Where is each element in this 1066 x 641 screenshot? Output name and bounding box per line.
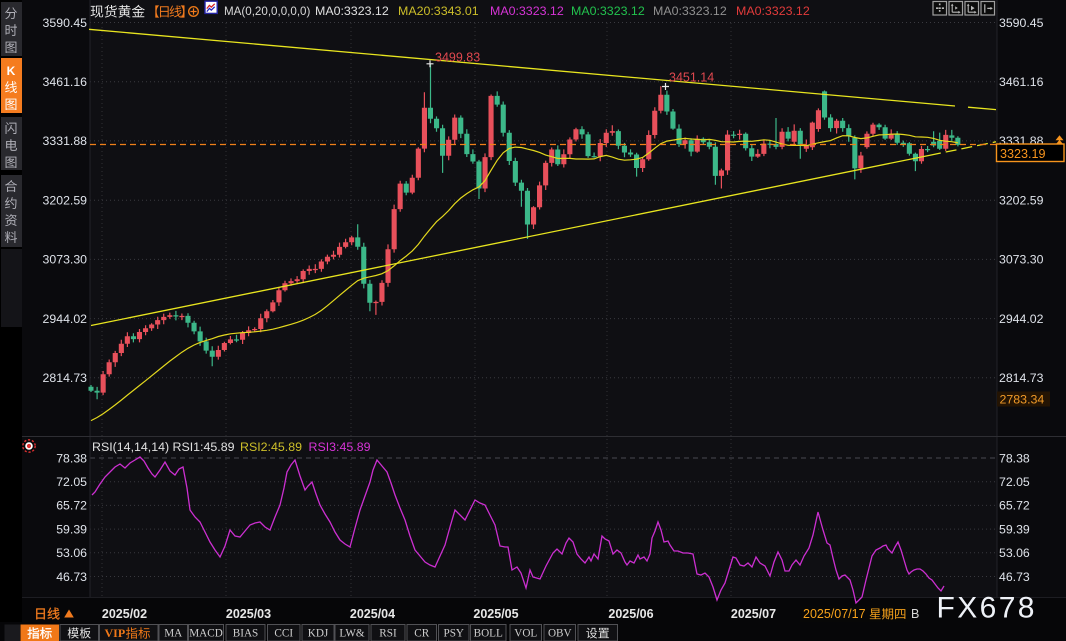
svg-text:RSI2:45.89: RSI2:45.89 bbox=[240, 440, 302, 454]
svg-text:MA20:3343.01: MA20:3343.01 bbox=[398, 4, 479, 18]
svg-text:59.39: 59.39 bbox=[56, 522, 87, 536]
svg-text:46.73: 46.73 bbox=[999, 570, 1030, 584]
svg-text:CR: CR bbox=[414, 628, 429, 640]
svg-text:59.39: 59.39 bbox=[999, 522, 1030, 536]
svg-text:2783.34: 2783.34 bbox=[1000, 393, 1045, 407]
svg-text:2025/07/17: 2025/07/17 bbox=[803, 607, 866, 621]
svg-text:MA0:3323.12: MA0:3323.12 bbox=[736, 4, 810, 18]
svg-text:65.72: 65.72 bbox=[56, 499, 87, 513]
svg-text:RSI3:45.89: RSI3:45.89 bbox=[309, 440, 371, 454]
svg-text:3461.16: 3461.16 bbox=[999, 75, 1044, 89]
svg-text:PSY: PSY bbox=[443, 628, 464, 640]
svg-text:RSI(14,14,14): RSI(14,14,14) bbox=[92, 440, 169, 454]
svg-text:FX678: FX678 bbox=[937, 592, 1037, 625]
svg-text:2025/05: 2025/05 bbox=[473, 607, 518, 621]
svg-text:KDJ: KDJ bbox=[308, 628, 329, 640]
svg-text:2025/06: 2025/06 bbox=[608, 607, 653, 621]
svg-text:78.38: 78.38 bbox=[999, 451, 1030, 465]
svg-text:72.05: 72.05 bbox=[56, 475, 87, 489]
svg-text:2814.73: 2814.73 bbox=[43, 371, 88, 385]
svg-text:MA0:3323.12: MA0:3323.12 bbox=[653, 4, 727, 18]
svg-text:2814.73: 2814.73 bbox=[999, 371, 1044, 385]
svg-text:3461.16: 3461.16 bbox=[43, 75, 88, 89]
svg-text:BOLL: BOLL bbox=[474, 628, 503, 640]
svg-text:46.73: 46.73 bbox=[56, 570, 87, 584]
svg-text:MA: MA bbox=[164, 628, 182, 640]
svg-text:2025/03: 2025/03 bbox=[226, 607, 271, 621]
svg-text:VIP: VIP bbox=[105, 626, 126, 640]
svg-text:B: B bbox=[911, 607, 919, 621]
svg-text:RSI: RSI bbox=[379, 628, 397, 640]
svg-text:CCI: CCI bbox=[274, 628, 293, 640]
svg-text:3499.83: 3499.83 bbox=[435, 51, 480, 65]
svg-text:MA(0,20,0,0,0,0): MA(0,20,0,0,0,0) bbox=[224, 5, 310, 18]
svg-text:LW&: LW& bbox=[339, 628, 365, 640]
svg-text:MACD: MACD bbox=[189, 628, 223, 640]
svg-text:3202.59: 3202.59 bbox=[43, 193, 88, 207]
svg-text:53.06: 53.06 bbox=[999, 546, 1030, 560]
svg-text:K: K bbox=[7, 64, 16, 78]
svg-text:2025/07: 2025/07 bbox=[731, 607, 776, 621]
svg-text:VOL: VOL bbox=[514, 628, 537, 640]
svg-text:3590.45: 3590.45 bbox=[999, 16, 1044, 30]
svg-text:53.06: 53.06 bbox=[56, 546, 87, 560]
svg-text:MA0:3323.12: MA0:3323.12 bbox=[315, 4, 389, 18]
svg-text:3451.14: 3451.14 bbox=[669, 71, 714, 85]
svg-text:3202.59: 3202.59 bbox=[999, 193, 1044, 207]
svg-text:MA0:3323.12: MA0:3323.12 bbox=[571, 4, 645, 18]
svg-text:3323.19: 3323.19 bbox=[1000, 147, 1046, 161]
svg-text:BIAS: BIAS bbox=[233, 628, 259, 640]
svg-text:2025/04: 2025/04 bbox=[350, 607, 395, 621]
svg-text:3331.88: 3331.88 bbox=[43, 134, 88, 148]
svg-text:RSI1:45.89: RSI1:45.89 bbox=[173, 440, 235, 454]
svg-text:MA0:3323.12: MA0:3323.12 bbox=[490, 4, 564, 18]
svg-text:3073.30: 3073.30 bbox=[43, 253, 88, 267]
svg-text:72.05: 72.05 bbox=[999, 475, 1030, 489]
svg-text:2944.02: 2944.02 bbox=[999, 312, 1044, 326]
svg-text:78.38: 78.38 bbox=[56, 451, 87, 465]
svg-text:3073.30: 3073.30 bbox=[999, 253, 1044, 267]
svg-text:OBV: OBV bbox=[548, 628, 572, 640]
svg-text:65.72: 65.72 bbox=[999, 499, 1030, 513]
svg-text:2025/02: 2025/02 bbox=[102, 607, 147, 621]
svg-text:3590.45: 3590.45 bbox=[43, 16, 88, 30]
svg-text:2944.02: 2944.02 bbox=[43, 312, 88, 326]
